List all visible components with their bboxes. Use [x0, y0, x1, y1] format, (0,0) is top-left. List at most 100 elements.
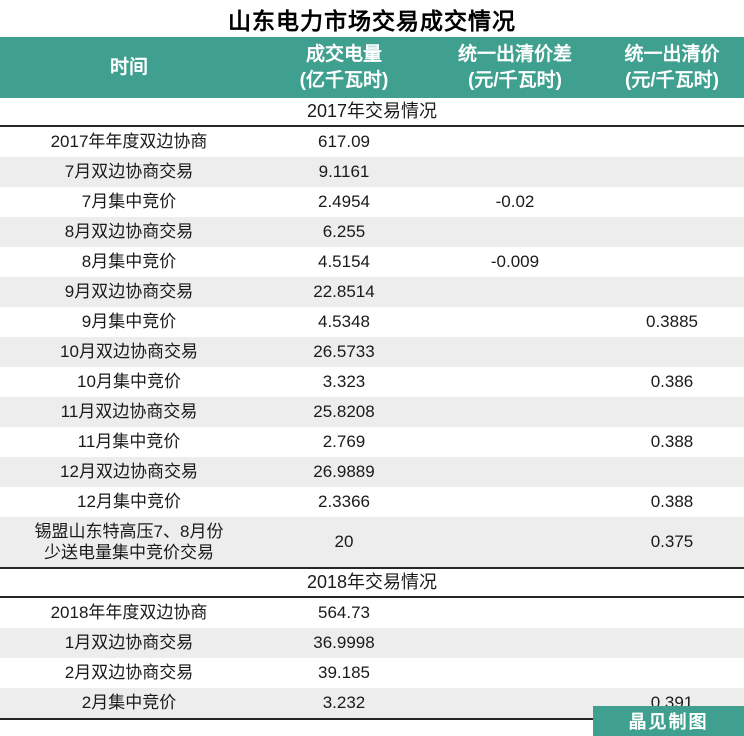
price-cell: [600, 217, 744, 247]
table-header: 时间 成交电量 (亿千瓦时) 统一出清价差 (元/千瓦时) 统一出清价 (元/千…: [0, 37, 744, 98]
table-row: 2月双边协商交易 39.185: [0, 658, 744, 688]
column-header-volume: 成交电量 (亿千瓦时): [258, 37, 430, 98]
time-cell: 7月双边协商交易: [64, 162, 194, 182]
diff-cell: [430, 126, 600, 157]
volume-cell: 26.9889: [313, 462, 375, 482]
time-cell: 10月双边协商交易: [60, 342, 198, 362]
time-cell: 9月双边协商交易: [64, 282, 194, 302]
table-row: 9月集中竞价 4.5348 0.3885: [0, 307, 744, 337]
section-header-row: 2017年交易情况: [0, 98, 744, 127]
price-cell: 0.388: [650, 492, 694, 512]
diff-cell: [430, 217, 600, 247]
time-cell: 2018年年度双边协商: [50, 603, 208, 623]
column-header-price: 统一出清价 (元/千瓦时): [600, 37, 744, 98]
time-cell: 11月双边协商交易: [60, 402, 198, 422]
price-cell: [600, 157, 744, 187]
diff-cell: [430, 597, 600, 628]
header-row: 时间 成交电量 (亿千瓦时) 统一出清价差 (元/千瓦时) 统一出清价 (元/千…: [0, 37, 744, 98]
diff-cell: [430, 367, 600, 397]
column-header-time: 时间: [0, 37, 258, 98]
volume-cell: 3.323: [322, 372, 366, 392]
diff-cell: [430, 427, 600, 457]
diff-cell: [430, 517, 600, 568]
volume-cell: 4.5154: [318, 252, 370, 272]
volume-cell: 36.9998: [313, 633, 375, 653]
volume-cell: 4.5348: [318, 312, 370, 332]
time-cell: 2017年年度双边协商: [50, 132, 208, 152]
diff-cell: [430, 337, 600, 367]
credit-badge: 晶见制图: [593, 706, 744, 736]
section-header: 2018年交易情况: [0, 567, 744, 598]
price-cell: [600, 277, 744, 307]
volume-cell: 20: [334, 532, 354, 552]
time-cell: 7月集中竞价: [81, 192, 177, 212]
page-title: 山东电力市场交易成交情况: [228, 7, 516, 34]
time-cell: 2月集中竞价: [0, 688, 258, 720]
price-cell: 0.3885: [646, 312, 698, 332]
volume-cell: 3.232: [258, 688, 430, 720]
table-row: 8月双边协商交易 6.255: [0, 217, 744, 247]
diff-cell: [430, 157, 600, 187]
column-header-diff: 统一出清价差 (元/千瓦时): [430, 37, 600, 98]
diff-cell: [430, 277, 600, 307]
price-cell: [600, 658, 744, 688]
diff-cell: -0.009: [490, 252, 540, 272]
volume-cell: 9.1161: [318, 162, 370, 182]
table-row: 11月双边协商交易 25.8208: [0, 397, 744, 427]
price-cell: [600, 126, 744, 157]
volume-cell: 2.4954: [318, 192, 370, 212]
section-header: 2017年交易情况: [0, 98, 744, 127]
diff-cell: [430, 628, 600, 658]
time-cell: 11月集中竞价: [77, 432, 181, 452]
price-cell: [600, 457, 744, 487]
table-row: 12月双边协商交易 26.9889: [0, 457, 744, 487]
column-unit: (元/千瓦时): [468, 69, 562, 91]
column-label: 成交电量: [305, 43, 382, 65]
time-cell: 锡盟山东特高压7、8月份 少送电量集中竞价交易: [34, 521, 224, 562]
volume-cell: 39.185: [318, 663, 370, 683]
volume-cell: 22.8514: [313, 282, 375, 302]
volume-cell: 26.5733: [313, 342, 375, 362]
volume-cell: 6.255: [322, 222, 366, 242]
table-row: 9月双边协商交易 22.8514: [0, 277, 744, 307]
column-unit: (亿千瓦时): [299, 69, 389, 91]
price-cell: 0.388: [650, 432, 694, 452]
volume-cell: 2.3366: [318, 492, 370, 512]
time-cell: 8月集中竞价: [81, 252, 177, 272]
price-cell: [600, 337, 744, 367]
market-table: 时间 成交电量 (亿千瓦时) 统一出清价差 (元/千瓦时) 统一出清价 (元/千…: [0, 37, 744, 720]
volume-cell: 564.73: [318, 603, 370, 623]
price-cell: 0.386: [650, 372, 694, 392]
diff-cell: [430, 658, 600, 688]
time-cell: 12月双边协商交易: [60, 462, 198, 482]
table-row: 7月双边协商交易 9.1161: [0, 157, 744, 187]
column-unit: (元/千瓦时): [625, 69, 719, 91]
table-row: 10月集中竞价 3.323 0.386: [0, 367, 744, 397]
price-cell: [600, 187, 744, 217]
time-cell: 12月集中竞价: [77, 492, 181, 512]
time-cell: 1月双边协商交易: [64, 633, 194, 653]
time-cell: 8月双边协商交易: [64, 222, 194, 242]
time-cell: 2月双边协商交易: [64, 663, 194, 683]
diff-cell: [430, 487, 600, 517]
column-label: 统一出清价: [624, 43, 720, 65]
table-row: 7月集中竞价 2.4954 -0.02: [0, 187, 744, 217]
table-row: 锡盟山东特高压7、8月份 少送电量集中竞价交易 20 0.375: [0, 517, 744, 568]
column-label: 统一出清价差: [457, 43, 572, 65]
price-cell: [600, 628, 744, 658]
table-row: 8月集中竞价 4.5154 -0.009: [0, 247, 744, 277]
time-cell: 10月集中竞价: [77, 372, 181, 392]
table-row: 12月集中竞价 2.3366 0.388: [0, 487, 744, 517]
diff-cell: [430, 457, 600, 487]
table-row: 10月双边协商交易 26.5733: [0, 337, 744, 367]
volume-cell: 2.769: [322, 432, 366, 452]
section-header-row: 2018年交易情况: [0, 567, 744, 598]
column-label: 时间: [109, 56, 148, 78]
diff-cell: [430, 307, 600, 337]
table-row: 2018年年度双边协商 564.73: [0, 597, 744, 628]
time-cell: 9月集中竞价: [81, 312, 177, 332]
table-row: 2017年年度双边协商 617.09: [0, 126, 744, 157]
volume-cell: 617.09: [318, 132, 370, 152]
price-cell: [600, 597, 744, 628]
